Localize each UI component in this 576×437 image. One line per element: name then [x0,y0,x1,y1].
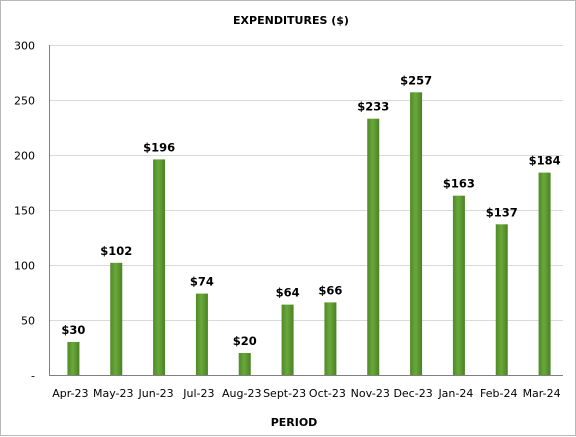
data-label: $257 [400,73,432,87]
data-label: $66 [318,283,342,297]
x-tick-label: Sept-23 [263,387,306,400]
x-tick-label: Jan-24 [437,387,473,400]
y-tick-label: 250 [14,95,35,108]
data-label: $137 [486,205,518,219]
gridlines [49,45,563,321]
bar [410,92,423,376]
bar [452,195,465,375]
data-label: $64 [276,286,300,300]
data-label: $196 [143,140,175,154]
data-label: $233 [357,100,389,114]
y-tick-label: 50 [21,315,35,328]
y-tick-label: - [31,370,35,383]
x-tick-label: Oct-23 [309,387,346,400]
x-axis: Apr-23 May-23 Jun-23 Jul-23 Aug-23 Sept-23 Oct… [49,375,563,400]
data-labels: $30 $102 $196 $74 $20 $64 $66 $233 $257 $163 $137 $… [61,73,560,348]
bar [538,172,551,375]
x-tick-label: Mar-24 [523,387,561,400]
y-axis: - 50 100 150 200 250 300 [14,40,50,383]
x-tick-label: May-23 [93,387,134,400]
data-label: $74 [190,275,214,289]
x-tick-label: Jul-23 [182,387,214,400]
bar [153,159,166,375]
y-tick-label: 100 [14,260,35,273]
data-label: $102 [100,244,132,258]
y-tick-label: 200 [14,150,35,163]
bar [324,302,337,375]
x-tick-label: Nov-23 [351,387,390,400]
bar [367,118,380,375]
x-tick-label: Aug-23 [222,387,261,400]
bar [110,262,123,375]
data-label: $30 [61,323,85,337]
bar [238,353,251,375]
bars [67,92,551,376]
x-tick-label: Dec-23 [393,387,432,400]
x-tick-label: Apr-23 [52,387,88,400]
chart-title: EXPENDITURES ($) [233,14,349,27]
bar [281,304,294,375]
x-tick-label: Feb-24 [480,387,517,400]
data-label: $163 [443,177,475,191]
y-tick-label: 300 [14,40,35,53]
x-axis-title: PERIOD [271,416,318,429]
x-tick-label: Jun-23 [138,387,174,400]
bar [495,224,508,375]
bar [195,293,208,375]
data-label: $184 [529,154,561,168]
bar [67,342,80,375]
data-label: $20 [233,334,257,348]
y-tick-label: 150 [14,205,35,218]
